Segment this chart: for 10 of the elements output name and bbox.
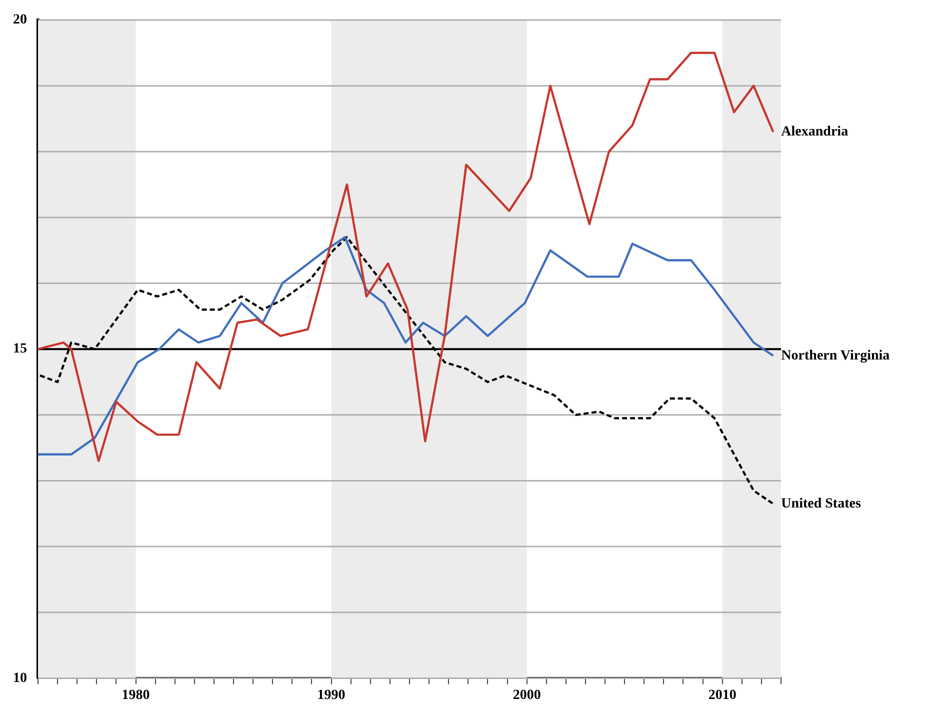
y-tick-label: 15 [13, 342, 27, 357]
y-tick-label: 10 [13, 670, 27, 686]
x-tick-label: 2000 [512, 688, 541, 704]
y-tick-label: 20 [13, 12, 27, 28]
series-label: United States [781, 496, 862, 512]
series-label: Alexandria [781, 124, 848, 140]
x-tick-label: 1980 [122, 688, 150, 704]
x-tick-label: 2010 [708, 688, 736, 704]
series-label: Northern Virginia [781, 348, 890, 364]
x-tick-label: 1990 [317, 688, 346, 704]
